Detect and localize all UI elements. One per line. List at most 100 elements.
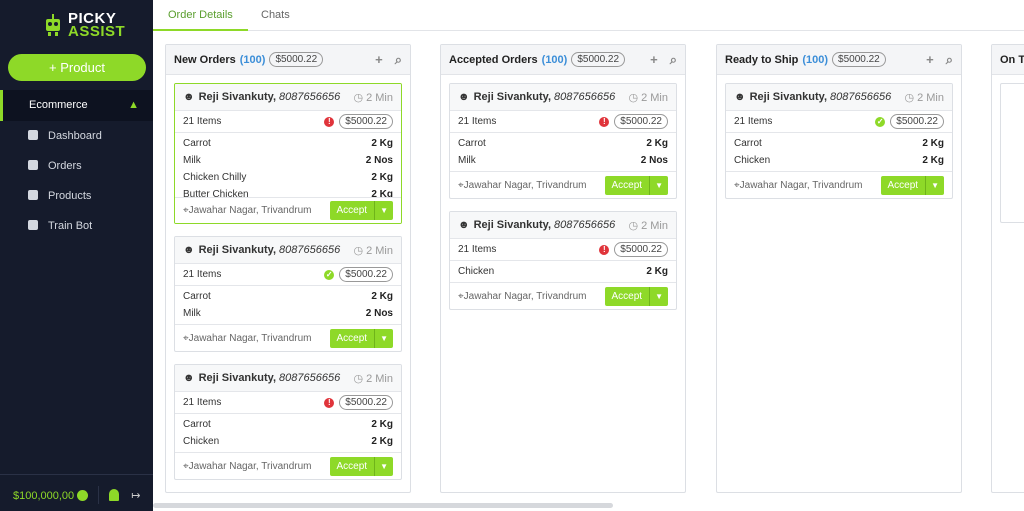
item-line: Chicken 2 Kg [726, 152, 952, 169]
add-icon[interactable]: + [650, 51, 658, 67]
accept-label[interactable]: Accept [336, 460, 368, 472]
order-time: ◷ 2 Min [353, 91, 393, 104]
order-card[interactable]: ☻ Reji Sivankuty, 8087656656 ◷ 2 Min 21 Item… [449, 83, 677, 199]
accept-dropdown[interactable]: ▼ [374, 328, 393, 348]
column-header: Accepted Orders (100) $5000.22 + ⌕ [441, 45, 685, 75]
location: Jawahar Nagar, Trivandrum [188, 332, 312, 344]
accept-button[interactable]: Accept ▼ [604, 286, 668, 306]
add-product-button[interactable]: + Product [8, 54, 146, 81]
customer-name: Reji Sivankuty, [198, 372, 277, 384]
item-lines: Carrot 2 Kg Chicken 2 Kg [726, 133, 952, 172]
card-header: ☻ Reji Sivankuty, 8087656656 ◷ 2 Min [175, 84, 401, 111]
item-line: Milk 2 Nos [175, 305, 401, 322]
sidebar-footer: $100,000,00 ↦ [0, 474, 153, 511]
item-qty: 2 Kg [371, 138, 393, 149]
location: Jawahar Nagar, Trivandrum [188, 205, 312, 216]
column-title: Ready to Ship [725, 53, 799, 66]
item-name: Carrot [458, 138, 486, 149]
order-time: ◷ 2 Min [628, 91, 668, 104]
item-name: Milk [458, 155, 476, 166]
item-qty: 2 Kg [371, 172, 393, 183]
accept-label[interactable]: Accept [611, 179, 643, 191]
item-lines: Carrot 2 Kg Milk 2 Nos [450, 133, 676, 172]
search-icon[interactable]: ⌕ [945, 51, 953, 67]
card-list: ☻ Reji Sivankuty, 8087656656 ◷ 2 Min 21 Item… [166, 75, 410, 493]
menu-item[interactable]: Orders [28, 160, 82, 172]
accept-dropdown[interactable]: ▼ [374, 201, 393, 220]
customer-name: Reji Sivankuty, [198, 91, 277, 103]
customer-name: Reji Sivankuty, [749, 91, 828, 103]
item-count: 21 Items [458, 116, 497, 127]
search-icon[interactable]: ⌕ [669, 51, 677, 67]
item-line: Carrot 2 Kg [175, 135, 401, 152]
menu-item[interactable]: Dashboard [28, 130, 102, 142]
accept-button[interactable]: Accept ▼ [329, 456, 393, 476]
accept-button[interactable]: Accept ▼ [329, 201, 393, 220]
accept-label[interactable]: Accept [336, 332, 368, 344]
card-list [992, 75, 1024, 231]
column-title: Accepted Orders [449, 53, 538, 66]
customer-phone: 8087656656 [554, 219, 616, 231]
item-name: Chicken [458, 266, 495, 277]
column-header: New Orders (100) $5000.22 + ⌕ [166, 45, 410, 75]
item-name: Chicken [183, 436, 220, 447]
menu-item[interactable]: Products [28, 190, 91, 202]
pin-icon: ⌖ [183, 460, 189, 472]
user-icon: ☻ [458, 219, 470, 231]
order-card[interactable]: ☻ Reji Sivankuty, 8087656656 ◷ 2 Min 21 Item… [174, 83, 402, 224]
column-total: $5000.22 [832, 52, 886, 67]
customer-phone: 8087656656 [279, 244, 341, 256]
order-card[interactable] [1000, 83, 1024, 223]
user-icon[interactable] [109, 489, 120, 501]
item-qty: 2 Kg [922, 155, 944, 166]
pin-icon: ⌖ [183, 332, 189, 344]
order-card[interactable]: ☻ Reji Sivankuty, 8087656656 ◷ 2 Min 21 Item… [174, 236, 402, 352]
tab[interactable]: Chats [261, 9, 290, 21]
accept-label[interactable]: Accept [887, 179, 919, 191]
logo [46, 14, 60, 36]
status-icon: ✓ [324, 269, 335, 280]
menu-item[interactable]: Train Bot [28, 220, 92, 232]
add-icon[interactable]: + [926, 51, 934, 67]
order-card[interactable] [174, 492, 402, 493]
tab[interactable]: Order Details [153, 9, 248, 31]
menu-section[interactable]: Ecommerce ▲ [0, 90, 153, 121]
item-qty: 2 Kg [922, 138, 944, 149]
item-qty: 2 Kg [371, 189, 393, 200]
order-card[interactable]: ☻ Reji Sivankuty, 8087656656 ◷ 2 Min 21 Item… [725, 83, 953, 199]
order-amount: $5000.22 [890, 114, 944, 129]
order-card[interactable]: ☻ Reji Sivankuty, 8087656656 ◷ 2 Min 21 Item… [449, 211, 677, 310]
column: Accepted Orders (100) $5000.22 + ⌕ ☻ Reji Siva… [440, 44, 686, 493]
card-list: ☻ Reji Sivankuty, 8087656656 ◷ 2 Min 21 Item… [717, 75, 961, 207]
accept-dropdown[interactable]: ▼ [649, 175, 668, 195]
accept-button[interactable]: Accept ▼ [604, 175, 668, 195]
menu-icon [28, 190, 38, 200]
scrollbar[interactable] [153, 503, 613, 508]
item-lines: Carrot 2 Kg Milk 2 Nos [175, 286, 401, 325]
accept-dropdown[interactable]: ▼ [374, 456, 393, 476]
order-card[interactable]: ☻ Reji Sivankuty, 8087656656 ◷ 2 Min 21 Item… [174, 364, 402, 480]
accept-dropdown[interactable]: ▼ [649, 286, 668, 306]
accept-label[interactable]: Accept [336, 205, 368, 216]
card-header: ☻ Reji Sivankuty, 8087656656 ◷ 2 Min [175, 365, 401, 392]
add-icon[interactable]: + [375, 51, 383, 67]
customer-name: Reji Sivankuty, [473, 91, 552, 103]
item-lines: Chicken 2 Kg [450, 261, 676, 283]
add-icon[interactable] [77, 490, 89, 501]
location: Jawahar Nagar, Trivandrum [188, 460, 312, 472]
column-count: (100) [239, 53, 266, 66]
accept-button[interactable]: Accept ▼ [329, 328, 393, 348]
card-list: ☻ Reji Sivankuty, 8087656656 ◷ 2 Min 21 Item… [441, 75, 685, 318]
accept-dropdown[interactable]: ▼ [925, 175, 944, 195]
time-text: 2 Min [917, 91, 944, 104]
status-icon: ✓ [875, 116, 886, 127]
accept-label[interactable]: Accept [611, 290, 643, 302]
accept-button[interactable]: Accept ▼ [880, 175, 944, 195]
item-name: Milk [183, 308, 201, 319]
order-amount: $5000.22 [339, 267, 393, 282]
item-line: Milk 2 Nos [175, 152, 401, 169]
logout-icon[interactable]: ↦ [131, 490, 141, 502]
column-total: $5000.22 [571, 52, 626, 67]
search-icon[interactable]: ⌕ [394, 51, 402, 67]
